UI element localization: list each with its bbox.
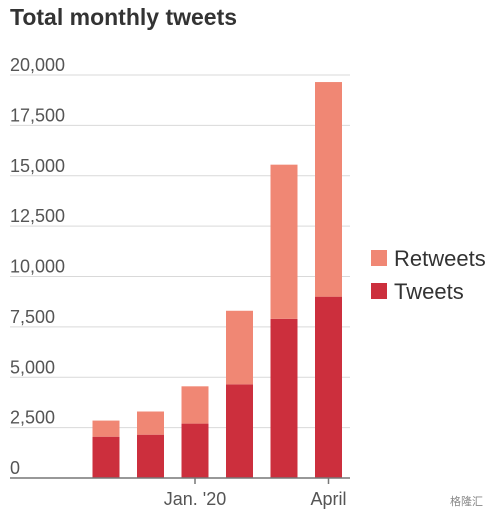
bar-tweets bbox=[137, 434, 164, 478]
y-tick-label: 17,500 bbox=[10, 105, 65, 125]
gridlines bbox=[10, 74, 350, 429]
y-tick-label: 0 bbox=[10, 458, 20, 478]
legend: Retweets Tweets bbox=[371, 246, 486, 304]
x-axis-labels: Jan. '20 April bbox=[164, 478, 347, 509]
bar-tweets bbox=[226, 384, 253, 478]
bar-retweets bbox=[92, 420, 120, 437]
y-tick-label: 5,000 bbox=[10, 357, 55, 377]
x-tick-label: Jan. '20 bbox=[164, 489, 226, 509]
legend-label-tweets: Tweets bbox=[394, 279, 464, 304]
legend-swatch-retweets bbox=[371, 250, 387, 266]
bar-retweets bbox=[315, 82, 342, 297]
watermark-text: 格隆汇 bbox=[450, 494, 483, 508]
y-tick-label: 7,500 bbox=[10, 307, 55, 327]
bar-tweets bbox=[92, 436, 120, 478]
bar-retweets bbox=[137, 411, 164, 435]
bar-retweets bbox=[270, 164, 298, 319]
y-tick-label: 10,000 bbox=[10, 257, 65, 277]
bar-tweets bbox=[315, 296, 342, 478]
y-tick-label: 15,000 bbox=[10, 156, 65, 176]
x-tick-label: April bbox=[310, 489, 346, 509]
bar-retweets bbox=[226, 310, 253, 385]
bar-tweets bbox=[270, 318, 298, 478]
y-tick-label: 20,000 bbox=[10, 55, 65, 75]
bar-retweets bbox=[181, 386, 209, 424]
legend-swatch-tweets bbox=[371, 283, 387, 299]
bars bbox=[92, 82, 342, 478]
legend-label-retweets: Retweets bbox=[394, 246, 486, 271]
bar-tweets bbox=[181, 423, 209, 478]
y-axis-labels: 0 2,500 5,000 7,500 10,000 12,500 15,000 17,500… bbox=[10, 55, 65, 478]
y-tick-label: 2,500 bbox=[10, 408, 55, 428]
chart-title: Total monthly tweets bbox=[10, 4, 238, 30]
y-tick-label: 12,500 bbox=[10, 206, 65, 226]
